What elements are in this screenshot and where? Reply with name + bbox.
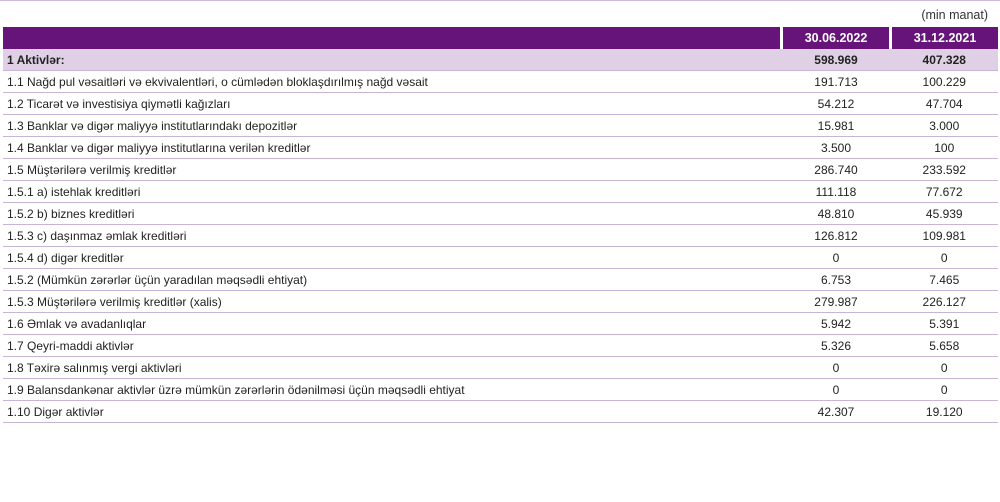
row-value: 0 xyxy=(890,246,998,269)
row-value: 77.672 xyxy=(890,180,998,203)
row-value: 100.229 xyxy=(890,70,998,93)
table-row: 1.5.2 (Mümkün zərərlər üçün yaradılan mə… xyxy=(3,268,998,291)
row-value: 45.939 xyxy=(890,202,998,225)
row-value: 3.000 xyxy=(890,114,998,137)
row-value: 0 xyxy=(781,246,891,269)
table-row: 1.5 Müştərilərə verilmiş kreditlər 286.7… xyxy=(3,158,998,181)
row-value: 226.127 xyxy=(890,290,998,313)
row-value: 47.704 xyxy=(890,92,998,115)
row-value: 0 xyxy=(781,378,891,401)
row-label: 1 Aktivlər: xyxy=(3,49,782,71)
table-row: 1.5.4 d) digər kreditlər 0 0 xyxy=(3,246,998,269)
unit-label: (min manat) xyxy=(921,8,988,22)
row-value: 19.120 xyxy=(890,400,998,423)
row-value: 109.981 xyxy=(890,224,998,247)
row-value: 0 xyxy=(781,356,891,379)
row-value: 286.740 xyxy=(781,158,891,181)
assets-table: 30.06.2022 31.12.2021 1 Aktivlər: 598.96… xyxy=(3,27,998,423)
column-header: 30.06.2022 xyxy=(780,27,891,49)
row-value: 3.500 xyxy=(781,136,891,159)
row-value: 407.328 xyxy=(890,49,998,71)
row-label: 1.2 Ticarət və investisiya qiymətli kağı… xyxy=(3,92,782,115)
row-label: 1.7 Qeyri-maddi aktivlər xyxy=(3,334,782,357)
table-row: 1.3 Banklar və digər maliyyə institutlar… xyxy=(3,114,998,137)
row-label: 1.3 Banklar və digər maliyyə institutlar… xyxy=(3,114,782,137)
row-value: 0 xyxy=(890,356,998,379)
header-label-cell xyxy=(3,27,782,49)
row-value: 42.307 xyxy=(781,400,891,423)
row-value: 5.391 xyxy=(890,312,998,335)
row-label: 1.5 Müştərilərə verilmiş kreditlər xyxy=(3,158,782,181)
row-value: 191.713 xyxy=(781,70,891,93)
row-value: 100 xyxy=(890,136,998,159)
row-label: 1.5.2 b) biznes kreditləri xyxy=(3,202,782,225)
table-row: 1.5.1 a) istehlak kreditləri 111.118 77.… xyxy=(3,180,998,203)
row-label: 1.8 Təxirə salınmış vergi aktivləri xyxy=(3,356,782,379)
table-row: 1.5.2 b) biznes kreditləri 48.810 45.939 xyxy=(3,202,998,225)
row-value: 5.942 xyxy=(781,312,891,335)
row-label: 1.5.2 (Mümkün zərərlər üçün yaradılan mə… xyxy=(3,268,782,291)
table-row: 1.5.3 Müştərilərə verilmiş kreditlər (xa… xyxy=(3,290,998,313)
row-label: 1.5.4 d) digər kreditlər xyxy=(3,246,782,269)
table-row: 1.6 Əmlak və avadanlıqlar 5.942 5.391 xyxy=(3,312,998,335)
row-value: 5.658 xyxy=(890,334,998,357)
row-value: 598.969 xyxy=(781,49,891,71)
row-label: 1.9 Balansdankənar aktivlər üzrə mümkün … xyxy=(3,378,782,401)
row-value: 5.326 xyxy=(781,334,891,357)
row-value: 6.753 xyxy=(781,268,891,291)
row-value: 15.981 xyxy=(781,114,891,137)
table-row: 1.8 Təxirə salınmış vergi aktivləri 0 0 xyxy=(3,356,998,379)
row-label: 1.4 Banklar və digər maliyyə institutlar… xyxy=(3,136,782,159)
column-header: 31.12.2021 xyxy=(889,27,998,49)
table-row: 1.5.3 c) daşınmaz əmlak kreditləri 126.8… xyxy=(3,224,998,247)
table-header: 30.06.2022 31.12.2021 xyxy=(3,27,998,49)
top-divider xyxy=(0,0,1000,1)
table-row: 1.2 Ticarət və investisiya qiymətli kağı… xyxy=(3,92,998,115)
row-value: 233.592 xyxy=(890,158,998,181)
row-label: 1.10 Digər aktivlər xyxy=(3,400,782,423)
table-row: 1.1 Nağd pul vəsaitləri və ekvivalentlər… xyxy=(3,70,998,93)
table-row: 1.4 Banklar və digər maliyyə institutlar… xyxy=(3,136,998,159)
row-label: 1.6 Əmlak və avadanlıqlar xyxy=(3,312,782,335)
row-label: 1.5.1 a) istehlak kreditləri xyxy=(3,180,782,203)
row-value: 54.212 xyxy=(781,92,891,115)
row-value: 111.118 xyxy=(781,180,891,203)
row-label: 1.1 Nağd pul vəsaitləri və ekvivalentlər… xyxy=(3,70,782,93)
row-label: 1.5.3 Müştərilərə verilmiş kreditlər (xa… xyxy=(3,290,782,313)
row-value: 0 xyxy=(890,378,998,401)
table-row: 1.7 Qeyri-maddi aktivlər 5.326 5.658 xyxy=(3,334,998,357)
table-row: 1.9 Balansdankənar aktivlər üzrə mümkün … xyxy=(3,378,998,401)
row-value: 126.812 xyxy=(781,224,891,247)
total-row: 1 Aktivlər: 598.969 407.328 xyxy=(3,49,998,71)
row-value: 7.465 xyxy=(890,268,998,291)
row-label: 1.5.3 c) daşınmaz əmlak kreditləri xyxy=(3,224,782,247)
row-value: 279.987 xyxy=(781,290,891,313)
row-value: 48.810 xyxy=(781,202,891,225)
table-row: 1.10 Digər aktivlər 42.307 19.120 xyxy=(3,400,998,423)
